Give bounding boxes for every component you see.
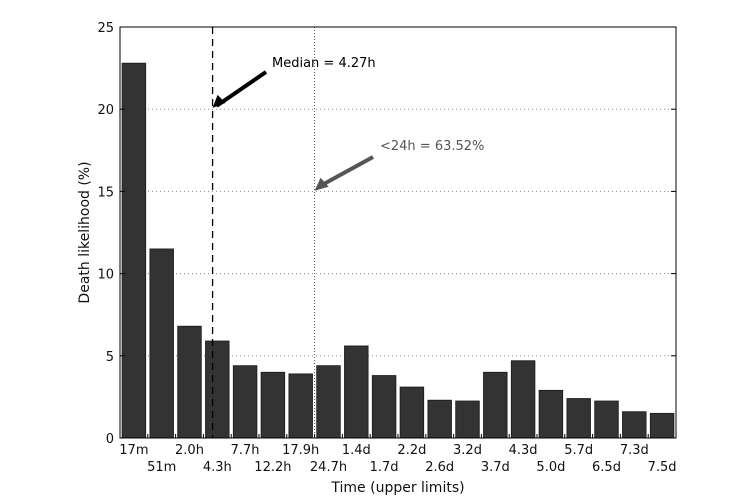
x-tick-label: 4.3h bbox=[203, 460, 232, 475]
bar-1.7d bbox=[371, 375, 397, 439]
bar-7.5d bbox=[649, 412, 675, 439]
bar-4.3h bbox=[205, 340, 230, 439]
bar-3.7d bbox=[483, 371, 508, 439]
bar-7.3d bbox=[622, 411, 647, 439]
y-tick-label: 20 bbox=[97, 103, 114, 118]
median-arrow bbox=[215, 70, 268, 108]
y-tick-label: 15 bbox=[97, 185, 114, 200]
x-tick-label: 7.5d bbox=[648, 460, 677, 475]
cutoff-arrow bbox=[319, 155, 374, 188]
cutoff-arrowhead bbox=[314, 177, 329, 191]
x-tick-label: 5.7d bbox=[564, 443, 593, 458]
y-axis-ticks: 0 5 10 15 20 25 bbox=[97, 21, 676, 447]
bar-3.2d bbox=[455, 400, 480, 439]
bar-17m bbox=[121, 62, 147, 439]
x-axis-ticks: 17m 51m 2.0h 4.3h 7.7h 12.2h 17.9h 24.7h 1.4d 1.7… bbox=[119, 434, 677, 475]
bar-2.6d bbox=[427, 399, 452, 439]
bar-17.9h bbox=[288, 373, 313, 439]
y-tick-label: 5 bbox=[106, 350, 114, 365]
x-tick-label: 1.4d bbox=[342, 443, 371, 458]
median-annotation: Median = 4.27h bbox=[272, 56, 376, 71]
x-tick-label: 3.2d bbox=[453, 443, 482, 458]
cutoff-annotation: <24h = 63.52% bbox=[380, 139, 484, 154]
x-tick-label: 17m bbox=[119, 443, 148, 458]
x-tick-label: 2.2d bbox=[397, 443, 426, 458]
x-tick-label: 5.0d bbox=[536, 460, 565, 475]
x-tick-label: 17.9h bbox=[282, 443, 319, 458]
bar-7.7h bbox=[232, 365, 258, 439]
bar-24.7h bbox=[316, 365, 341, 439]
bar-2.0h bbox=[177, 325, 202, 439]
annotations: Median = 4.27h <24h = 63.52% bbox=[212, 56, 484, 191]
x-tick-label: 3.7d bbox=[481, 460, 510, 475]
x-tick-label: 7.7h bbox=[231, 443, 260, 458]
bars bbox=[121, 62, 675, 439]
x-tick-label: 12.2h bbox=[254, 460, 291, 475]
bar-1.4d bbox=[344, 345, 369, 439]
bar-6.5d bbox=[594, 400, 619, 439]
bar-4.3d bbox=[510, 360, 536, 439]
bar-5.7d bbox=[566, 398, 591, 439]
y-axis-label: Death likelihood (%) bbox=[77, 161, 93, 303]
bar-5.0d bbox=[538, 389, 564, 439]
x-tick-label: 2.6d bbox=[425, 460, 454, 475]
bar-51m bbox=[149, 248, 174, 439]
y-tick-label: 25 bbox=[97, 21, 114, 36]
bar-2.2d bbox=[399, 386, 425, 439]
x-tick-label: 1.7d bbox=[370, 460, 399, 475]
x-tick-label: 6.5d bbox=[592, 460, 621, 475]
median-arrowhead bbox=[212, 94, 226, 108]
y-tick-label: 0 bbox=[106, 432, 114, 447]
bar-12.2h bbox=[260, 371, 286, 439]
plot-frame bbox=[119, 26, 677, 439]
x-tick-label: 51m bbox=[147, 460, 176, 475]
x-tick-label: 2.0h bbox=[175, 443, 204, 458]
x-tick-label: 7.3d bbox=[620, 443, 649, 458]
x-axis-label: Time (upper limits) bbox=[330, 480, 464, 496]
y-tick-label: 10 bbox=[97, 268, 114, 283]
x-tick-label: 24.7h bbox=[310, 460, 347, 475]
x-tick-label: 4.3d bbox=[509, 443, 538, 458]
reference-lines bbox=[211, 27, 316, 438]
